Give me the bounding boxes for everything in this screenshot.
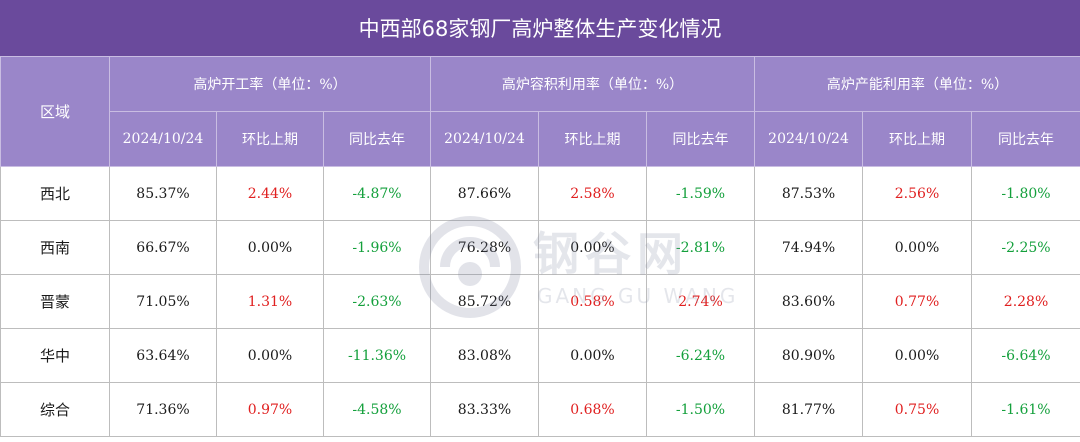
table-row: 晋蒙 71.05% 1.31% -2.63% 85.72% 0.58% 2.74% 83.60… [0, 274, 1080, 329]
value-cell: 0.00% [216, 328, 324, 383]
value-cell: 0.75% [862, 382, 973, 437]
value-cell: 0.00% [862, 328, 973, 383]
value-cell: 0.00% [538, 220, 647, 275]
table-row: 西南 66.67% 0.00% -1.96% 76.28% 0.00% -2.81% 74.9… [0, 220, 1080, 275]
table-row: 华中 63.64% 0.00% -11.36% 83.08% 0.00% -6.24% 80.… [0, 328, 1080, 383]
value-cell: 0.68% [538, 382, 647, 437]
value-cell: 0.00% [216, 220, 324, 275]
subheader-date: 2024/10/24 [754, 111, 864, 167]
table-title: 中西部68家钢厂高炉整体生产变化情况 [0, 0, 1080, 56]
value-cell: 83.33% [430, 382, 539, 437]
subheader-yoy: 同比去年 [971, 111, 1080, 167]
value-cell: 1.31% [216, 274, 324, 329]
value-cell: 71.05% [109, 274, 217, 329]
region-cell: 晋蒙 [0, 274, 110, 329]
value-cell: -1.59% [645, 166, 756, 221]
value-cell: -4.58% [323, 382, 431, 437]
subheader-mom: 环比上期 [862, 111, 973, 167]
subheader-yoy: 同比去年 [645, 111, 756, 167]
value-cell: 2.58% [538, 166, 647, 221]
region-cell: 华中 [0, 328, 110, 383]
value-cell: 0.00% [538, 328, 647, 383]
value-cell: -4.87% [323, 166, 431, 221]
value-cell: 83.08% [430, 328, 539, 383]
value-cell: 66.67% [109, 220, 217, 275]
value-cell: 83.60% [754, 274, 864, 329]
table-row: 西北 85.37% 2.44% -4.87% 87.66% 2.58% -1.59% 87.5… [0, 166, 1080, 221]
value-cell: 0.77% [862, 274, 973, 329]
value-cell: 0.58% [538, 274, 647, 329]
value-cell: -1.96% [323, 220, 431, 275]
region-cell: 西南 [0, 220, 110, 275]
value-cell: 87.53% [754, 166, 864, 221]
value-cell: -1.80% [971, 166, 1080, 221]
value-cell: -1.50% [645, 382, 756, 437]
header-group-blast-furnace-operating-rate: 高炉开工率（单位：%） [109, 56, 431, 112]
value-cell: -6.64% [971, 328, 1080, 383]
value-cell: 85.37% [109, 166, 217, 221]
value-cell: 85.72% [430, 274, 539, 329]
value-cell: 80.90% [754, 328, 864, 383]
production-table: 区域 高炉开工率（单位：%） 高炉容积利用率（单位：%） 高炉产能利用率（单位：… [0, 56, 1080, 437]
value-cell: 87.66% [430, 166, 539, 221]
region-cell: 西北 [0, 166, 110, 221]
value-cell: -11.36% [323, 328, 431, 383]
value-cell: 74.94% [754, 220, 864, 275]
region-cell: 综合 [0, 382, 110, 437]
value-cell: 63.64% [109, 328, 217, 383]
value-cell: 2.74% [645, 274, 756, 329]
header-group-volume-utilization-rate: 高炉容积利用率（单位：%） [429, 56, 756, 112]
value-cell: 2.44% [216, 166, 324, 221]
value-cell: -2.63% [323, 274, 431, 329]
value-cell: 81.77% [754, 382, 864, 437]
value-cell: -2.81% [645, 220, 756, 275]
value-cell: 0.00% [862, 220, 973, 275]
header-group-capacity-utilization-rate: 高炉产能利用率（单位：%） [754, 56, 1080, 112]
subheader-yoy: 同比去年 [323, 111, 431, 167]
value-cell: 0.97% [216, 382, 324, 437]
subheader-mom: 环比上期 [538, 111, 647, 167]
value-cell: 71.36% [109, 382, 217, 437]
value-cell: 2.56% [862, 166, 973, 221]
value-cell: 76.28% [430, 220, 539, 275]
value-cell: -2.25% [971, 220, 1080, 275]
value-cell: -6.24% [645, 328, 756, 383]
table-row: 综合 71.36% 0.97% -4.58% 83.33% 0.68% -1.50% 81.7… [0, 382, 1080, 437]
subheader-mom: 环比上期 [216, 111, 324, 167]
value-cell: 2.28% [971, 274, 1080, 329]
subheader-date: 2024/10/24 [109, 111, 217, 167]
value-cell: -1.61% [971, 382, 1080, 437]
header-region: 区域 [0, 56, 110, 167]
subheader-date: 2024/10/24 [430, 111, 539, 167]
